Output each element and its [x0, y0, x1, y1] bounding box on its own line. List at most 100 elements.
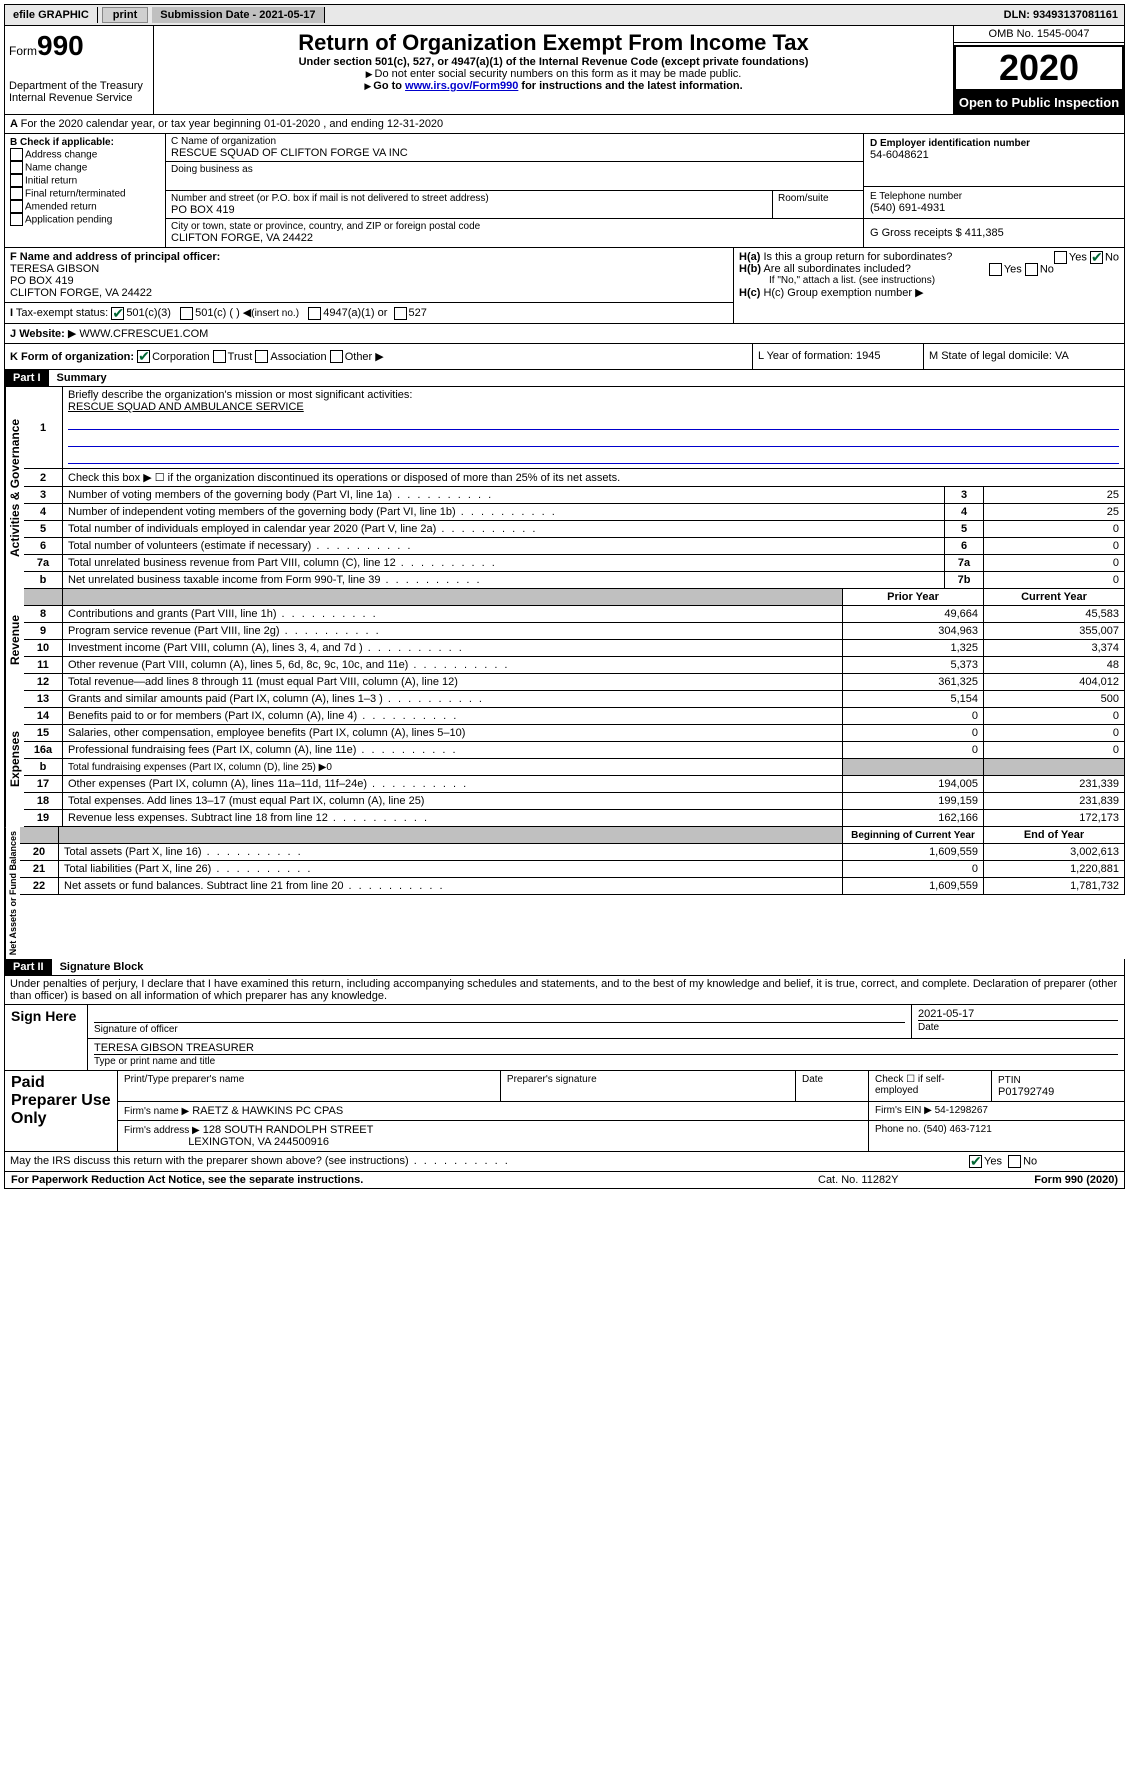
c21: 1,220,881	[984, 861, 1125, 878]
hb-note: If "No," attach a list. (see instruction…	[739, 275, 1119, 286]
ha-yes-checkbox[interactable]	[1054, 251, 1067, 264]
trust-checkbox[interactable]	[213, 350, 226, 363]
arrow-icon	[364, 80, 373, 92]
final-return-label: Final return/terminated	[25, 188, 126, 199]
p15: 0	[843, 725, 984, 742]
501c3-label: 501(c)(3)	[126, 307, 171, 319]
501c3-checkbox[interactable]	[111, 307, 124, 320]
trust-label: Trust	[228, 351, 253, 363]
gross-receipts: G Gross receipts $ 411,385	[870, 227, 1118, 239]
website-label: Website:	[19, 328, 65, 340]
ein-value: 54-6048621	[870, 149, 1118, 161]
other-checkbox[interactable]	[330, 350, 343, 363]
prep-sig-label: Preparer's signature	[500, 1071, 795, 1102]
501c-checkbox[interactable]	[180, 307, 193, 320]
revenue-table: Prior YearCurrent Year 8Contributions an…	[24, 589, 1125, 691]
print-button[interactable]: print	[102, 7, 148, 23]
ein-label: D Employer identification number	[870, 138, 1118, 149]
v4: 25	[984, 504, 1125, 521]
instructions-link[interactable]: www.irs.gov/Form990	[405, 80, 518, 92]
officer-label: F Name and address of principal officer:	[10, 251, 728, 263]
officer-addr1: PO BOX 419	[10, 275, 728, 287]
p16b-shaded	[843, 759, 984, 776]
state-domicile: M State of legal domicile: VA	[924, 344, 1124, 370]
prior-year-header: Prior Year	[843, 589, 984, 606]
v7a: 0	[984, 555, 1125, 572]
l8-text: Contributions and grants (Part VIII, lin…	[63, 606, 843, 623]
discuss-no-checkbox[interactable]	[1008, 1155, 1021, 1168]
discuss-yes-checkbox[interactable]	[969, 1155, 982, 1168]
entity-info-row: B Check if applicable: Address change Na…	[4, 134, 1125, 248]
self-employed-label: Check ☐ if self-employed	[869, 1071, 992, 1102]
dept-label: Department of the Treasury	[9, 80, 149, 92]
l16b-text: Total fundraising expenses (Part IX, col…	[63, 759, 843, 776]
type-name-label: Type or print name and title	[94, 1056, 215, 1067]
goto-pre: Go to	[373, 80, 405, 92]
hb-no-checkbox[interactable]	[1025, 263, 1038, 276]
line-a: A For the 2020 calendar year, or tax yea…	[4, 115, 1125, 134]
part1-header-row: Part I Summary	[4, 370, 1125, 387]
ha-no-checkbox[interactable]	[1090, 251, 1103, 264]
hb-text: Are all subordinates included?	[763, 263, 910, 275]
other-label: Other	[345, 351, 373, 363]
l19-text: Revenue less expenses. Subtract line 18 …	[63, 810, 843, 827]
box-b-title: B Check if applicable:	[10, 137, 160, 148]
l17-text: Other expenses (Part IX, column (A), lin…	[63, 776, 843, 793]
yes-label-2: Yes	[1004, 263, 1022, 275]
efile-label: efile GRAPHIC	[5, 7, 98, 23]
org-name: RESCUE SQUAD OF CLIFTON FORGE VA INC	[171, 147, 858, 159]
p22: 1,609,559	[843, 878, 984, 895]
initial-return-checkbox[interactable]	[10, 174, 23, 187]
governance-table: 1 Briefly describe the organization's mi…	[24, 387, 1125, 589]
l22-text: Net assets or fund balances. Subtract li…	[59, 878, 843, 895]
firm-city: LEXINGTON, VA 244500916	[188, 1136, 329, 1148]
expenses-table: 13Grants and similar amounts paid (Part …	[24, 691, 1125, 827]
final-return-checkbox[interactable]	[10, 187, 23, 200]
sig-date: 2021-05-17	[918, 1008, 1118, 1021]
officer-row: F Name and address of principal officer:…	[4, 248, 1125, 324]
v3: 25	[984, 487, 1125, 504]
part1-badge: Part I	[5, 370, 49, 386]
l13-text: Grants and similar amounts paid (Part IX…	[63, 691, 843, 708]
vtext-expenses: Expenses	[5, 691, 24, 827]
l18-text: Total expenses. Add lines 13–17 (must eq…	[63, 793, 843, 810]
c16a: 0	[984, 742, 1125, 759]
beginning-header: Beginning of Current Year	[843, 827, 984, 844]
p20: 1,609,559	[843, 844, 984, 861]
goto-post: for instructions and the latest informat…	[518, 80, 742, 92]
address-change-checkbox[interactable]	[10, 148, 23, 161]
l2-text: Check this box ▶ ☐ if the organization d…	[63, 469, 1125, 487]
firm-addr: 128 SOUTH RANDOLPH STREET	[203, 1124, 374, 1136]
form-footer: Form 990 (2020)	[978, 1174, 1118, 1186]
name-change-checkbox[interactable]	[10, 161, 23, 174]
address-label: Number and street (or P.O. box if mail i…	[171, 193, 767, 204]
open-public-badge: Open to Public Inspection	[954, 91, 1124, 114]
yes-label: Yes	[1069, 251, 1087, 263]
no-label-2: No	[1040, 263, 1054, 275]
application-pending-checkbox[interactable]	[10, 213, 23, 226]
l21-text: Total liabilities (Part X, line 26)	[59, 861, 843, 878]
c13: 500	[984, 691, 1125, 708]
p10: 1,325	[843, 640, 984, 657]
l11-text: Other revenue (Part VIII, column (A), li…	[63, 657, 843, 674]
c15: 0	[984, 725, 1125, 742]
527-checkbox[interactable]	[394, 307, 407, 320]
calendar-year: For the 2020 calendar year, or tax year …	[21, 118, 444, 130]
4947-checkbox[interactable]	[308, 307, 321, 320]
corp-checkbox[interactable]	[137, 350, 150, 363]
c16b-shaded	[984, 759, 1125, 776]
l7a-text: Total unrelated business revenue from Pa…	[63, 555, 945, 572]
form-header: Form990 Department of the Treasury Inter…	[4, 26, 1125, 115]
top-bar: efile GRAPHIC print Submission Date - 20…	[4, 4, 1125, 26]
prep-date-label: Date	[796, 1071, 869, 1102]
l3-text: Number of voting members of the governin…	[63, 487, 945, 504]
part2-title: Signature Block	[52, 961, 144, 973]
l10-text: Investment income (Part VIII, column (A)…	[63, 640, 843, 657]
form-title: Return of Organization Exempt From Incom…	[158, 30, 949, 56]
assoc-checkbox[interactable]	[255, 350, 268, 363]
amended-return-checkbox[interactable]	[10, 200, 23, 213]
c11: 48	[984, 657, 1125, 674]
insert-no-label: (insert no.)	[251, 308, 299, 319]
l5-text: Total number of individuals employed in …	[63, 521, 945, 538]
hb-yes-checkbox[interactable]	[989, 263, 1002, 276]
